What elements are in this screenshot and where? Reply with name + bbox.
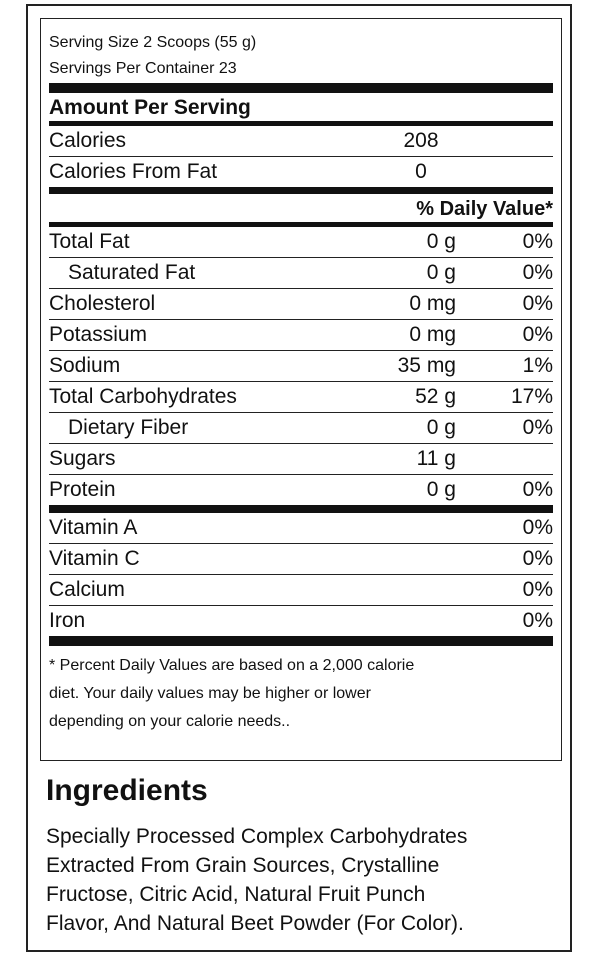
divider-thin [49,605,553,606]
nutrient-name: Dietary Fiber [68,416,189,439]
nutrient-dv: 1% [522,354,553,377]
nutrient-amount: 35 mg [397,354,456,377]
nutrient-amount: 208 [403,129,439,152]
nutrient-amount: 11 g [416,447,456,470]
footnote: * Percent Daily Values are based on a 2,… [49,646,553,736]
divider-thin [49,381,553,382]
vitamin-name: Iron [49,609,86,632]
servings-per-container: Servings Per Container 23 [49,60,237,77]
divider-thin [49,156,553,157]
divider-medium [49,222,553,227]
nutrient-amount: 0 mg [409,323,456,346]
nutrient-amount: 0 mg [409,292,456,315]
nutrient-name: Sodium [49,354,121,377]
nutrient-name: Total Fat [49,230,130,253]
nutrient-amount: 0 g [426,478,456,501]
ingredients-line: Extracted From Grain Sources, Crystallin… [46,854,440,877]
nutrition-facts-label: Serving Size 2 Scoops (55 g) Servings Pe… [40,18,562,761]
vitamin-row-iron: Iron 0% [49,606,553,636]
nutrient-dv: 0% [522,230,553,253]
footnote-line: * Percent Daily Values are based on a 2,… [49,657,415,674]
divider-thin [49,412,553,413]
nutrient-row-dietary-fiber: Dietary Fiber 0 g 0% [49,413,553,443]
nutrient-name: Calories From Fat [49,160,218,183]
calories-from-fat-row: Calories From Fat 0 [49,157,553,187]
footnote-line: depending on your calorie needs.. [49,713,291,730]
nutrient-amount: 52 g [415,385,456,408]
divider-thin [49,350,553,351]
divider-thin [49,319,553,320]
vitamin-row-calcium: Calcium 0% [49,575,553,605]
divider-thin [49,288,553,289]
vitamin-row-vitamin-a: Vitamin A 0% [49,513,553,543]
nutrient-row-potassium: Potassium 0 mg 0% [49,320,553,350]
divider-thin [49,574,553,575]
nutrient-name: Calories [49,129,127,152]
vitamin-name: Vitamin C [49,547,140,570]
nutrient-amount: 0 g [426,261,456,284]
ingredients-line: Flavor, And Natural Beet Powder (For Col… [46,912,464,935]
nutrient-amount: 0 g [426,416,456,439]
divider-thick [49,636,553,646]
calories-row: Calories 208 [49,126,553,156]
serving-size: Serving Size 2 Scoops (55 g) [49,34,257,51]
nutrient-name: Saturated Fat [68,261,196,284]
vitamin-name: Vitamin A [49,516,138,539]
nutrient-row-total-carbohydrates: Total Carbohydrates 52 g 17% [49,382,553,412]
nutrient-name: Protein [49,478,116,501]
divider-thin [49,543,553,544]
vitamin-name: Calcium [49,578,125,601]
ingredients-text: Specially Processed Complex Carbohydrate… [46,822,556,938]
divider-medium [49,121,553,126]
nutrient-amount: 0 g [426,230,456,253]
divider-thick [49,505,553,513]
nutrient-name: Total Carbohydrates [49,385,237,408]
nutrient-row-cholesterol: Cholesterol 0 mg 0% [49,289,553,319]
divider-thin [49,443,553,444]
amount-per-serving-header: Amount Per Serving [49,96,251,119]
nutrient-dv: 17% [510,385,553,408]
nutrient-row-sodium: Sodium 35 mg 1% [49,351,553,381]
vitamin-row-vitamin-c: Vitamin C 0% [49,544,553,574]
vitamin-dv: 0% [522,547,553,570]
daily-value-header: % Daily Value* [416,198,553,220]
nutrient-row-protein: Protein 0 g 0% [49,475,553,505]
ingredients-title: Ingredients [46,774,208,807]
vitamin-dv: 0% [522,578,553,601]
nutrient-dv: 0% [522,261,553,284]
divider-thin [49,257,553,258]
vitamin-dv: 0% [522,516,553,539]
nutrient-dv: 0% [522,478,553,501]
divider-thin [49,474,553,475]
nutrient-dv: 0% [522,416,553,439]
serving-info: Serving Size 2 Scoops (55 g) Servings Pe… [49,29,553,83]
vitamin-dv: 0% [522,609,553,632]
divider-thick [49,187,553,194]
nutrient-dv: 0% [522,323,553,346]
nutrient-name: Potassium [49,323,148,346]
ingredients-line: Fructose, Citric Acid, Natural Fruit Pun… [46,883,426,906]
nutrient-dv: 0% [522,292,553,315]
nutrition-panel: Serving Size 2 Scoops (55 g) Servings Pe… [26,4,572,952]
nutrient-amount: 0 [415,160,427,183]
nutrient-name: Cholesterol [49,292,156,315]
divider-thick [49,83,553,93]
ingredients-line: Specially Processed Complex Carbohydrate… [46,825,468,848]
footnote-line: diet. Your daily values may be higher or… [49,685,371,702]
nutrient-row-total-fat: Total Fat 0 g 0% [49,227,553,257]
nutrient-name: Sugars [49,447,116,470]
nutrient-row-saturated-fat: Saturated Fat 0 g 0% [49,258,553,288]
nutrient-row-sugars: Sugars 11 g [49,444,553,474]
